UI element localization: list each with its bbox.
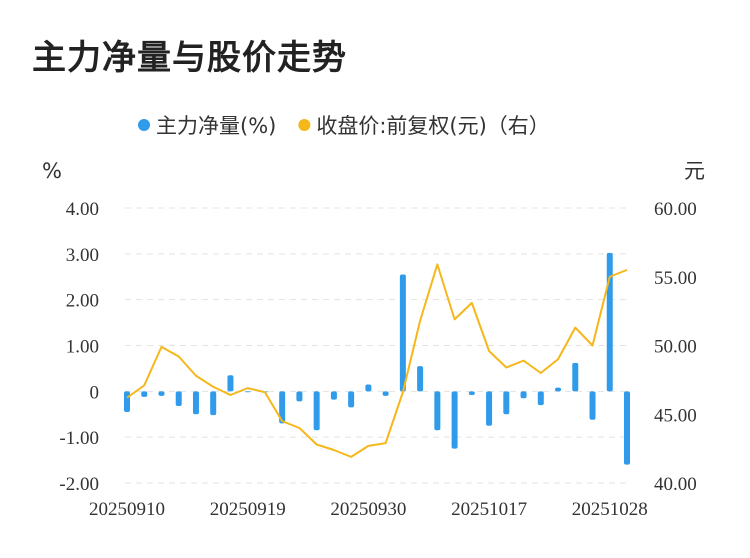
left-axis-unit: % bbox=[42, 159, 62, 183]
legend-label-0: 主力净量(%) bbox=[156, 114, 276, 138]
bar-22 bbox=[503, 391, 510, 415]
bar-13 bbox=[348, 391, 355, 408]
price-line bbox=[126, 263, 628, 458]
x-tick-label-3: 20251017 bbox=[451, 499, 527, 520]
bar-26 bbox=[572, 362, 579, 392]
bar-5 bbox=[210, 391, 217, 416]
x-tick-label-4: 20251028 bbox=[572, 499, 648, 520]
bar-17 bbox=[417, 366, 424, 392]
right-tick-label-2: 50.00 bbox=[654, 337, 697, 358]
x-tick-label-0: 20250910 bbox=[89, 499, 165, 520]
right-axis: 元 60.00 55.00 50.00 45.00 40.00 bbox=[654, 159, 705, 495]
bar-14 bbox=[365, 384, 372, 392]
bar-21 bbox=[486, 391, 493, 426]
bar-23 bbox=[520, 391, 527, 399]
grid-lines bbox=[125, 207, 629, 484]
bar-25 bbox=[555, 387, 562, 392]
left-tick-label-4: 0 bbox=[90, 382, 100, 403]
bar-20 bbox=[468, 391, 475, 395]
left-tick-label-0: 4.00 bbox=[66, 199, 99, 220]
bar-3 bbox=[175, 391, 182, 406]
right-tick-label-4: 40.00 bbox=[654, 474, 697, 495]
bar-12 bbox=[330, 391, 337, 400]
bar-10 bbox=[296, 391, 303, 402]
x-tick-label-2: 20250930 bbox=[330, 499, 406, 520]
bar-15 bbox=[382, 391, 389, 396]
right-axis-unit: 元 bbox=[684, 159, 705, 183]
left-tick-label-6: -2.00 bbox=[59, 474, 99, 495]
left-tick-label-2: 2.00 bbox=[66, 291, 99, 312]
left-tick-label-5: -1.00 bbox=[59, 428, 99, 449]
bar-29 bbox=[624, 391, 630, 465]
bar-7 bbox=[244, 391, 251, 393]
legend-marker-1 bbox=[298, 119, 311, 131]
line-series bbox=[126, 263, 628, 458]
legend: 主力净量(%) 收盘价:前复权(元)（右） bbox=[138, 114, 550, 138]
chart-title: 主力净量与股价走势 bbox=[32, 38, 347, 78]
legend-marker-0 bbox=[138, 119, 150, 131]
bar-series bbox=[124, 252, 630, 465]
left-tick-label-3: 1.00 bbox=[66, 337, 99, 358]
x-tick-label-1: 20250919 bbox=[210, 499, 286, 520]
x-axis: 20250910 20250919 20250930 20251017 20251028 bbox=[89, 499, 648, 520]
bar-19 bbox=[451, 391, 458, 449]
right-tick-label-3: 45.00 bbox=[654, 405, 697, 426]
bar-6 bbox=[227, 375, 234, 392]
bar-24 bbox=[537, 391, 544, 406]
left-tick-label-1: 3.00 bbox=[66, 245, 99, 266]
legend-label-1: 收盘价:前复权(元)（右） bbox=[316, 114, 549, 138]
bar-0 bbox=[124, 391, 130, 412]
bar-18 bbox=[434, 391, 441, 431]
bar-4 bbox=[192, 391, 199, 415]
left-axis: %4.00 3.00 2.00 1.00 0 -1.00 -2.00 bbox=[42, 159, 99, 495]
bar-1 bbox=[141, 391, 148, 397]
bar-28 bbox=[606, 252, 613, 392]
bar-27 bbox=[589, 391, 596, 420]
bar-2 bbox=[158, 391, 165, 396]
bar-16 bbox=[399, 274, 406, 392]
right-tick-label-1: 55.00 bbox=[654, 268, 697, 289]
right-tick-label-0: 60.00 bbox=[654, 199, 697, 220]
bar-9 bbox=[279, 391, 286, 424]
bar-11 bbox=[313, 391, 320, 431]
